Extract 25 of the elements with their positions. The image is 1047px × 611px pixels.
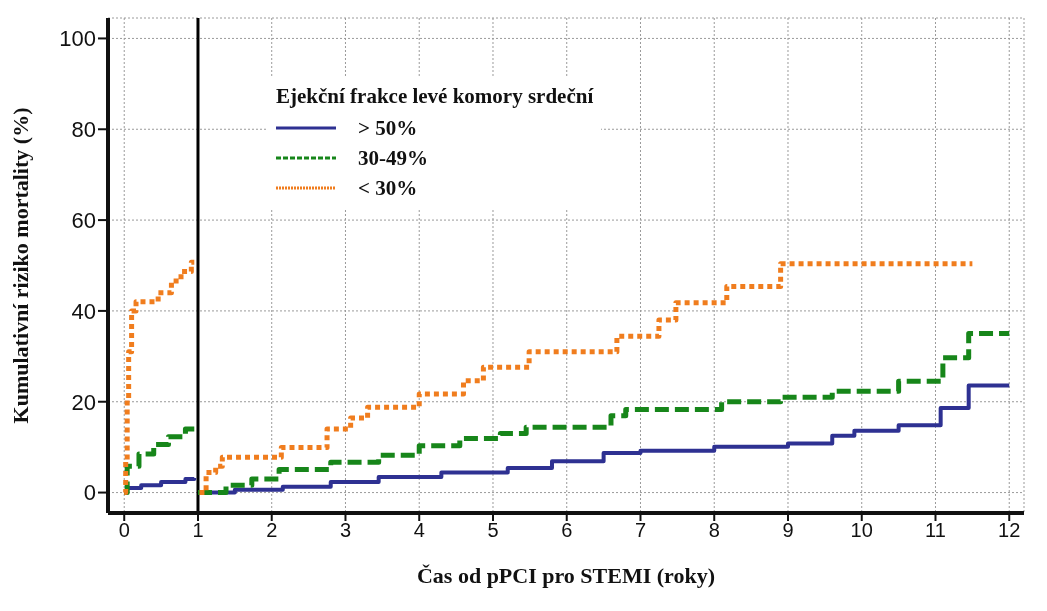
y-tick-label: 40: [71, 298, 96, 324]
x-tick-label: 5: [487, 519, 499, 542]
y-tick-label: 0: [83, 480, 96, 506]
x-tick-label: 9: [782, 519, 794, 542]
x-tick-label: 10: [850, 519, 873, 542]
x-tick-label: 3: [339, 519, 352, 542]
legend-label: < 30%: [358, 175, 418, 201]
x-tick-label: 1: [192, 519, 204, 542]
x-tick-label: 12: [998, 519, 1021, 542]
y-axis-title: Kumulativní riziko mortality (%): [7, 107, 33, 424]
x-axis-title: Čas od pPCI pro STEMI (roky): [416, 563, 716, 588]
x-tick-label: 7: [634, 519, 647, 542]
y-tick-label: 60: [71, 207, 96, 233]
legend-title: Ejekční frakce levé komory srdeční: [276, 84, 594, 109]
x-tick-label: 8: [708, 519, 720, 542]
x-tick-label: 11: [925, 519, 946, 542]
legend-label: > 50%: [358, 115, 418, 141]
x-tick-label: 0: [118, 519, 130, 542]
y-tick-label: 80: [71, 117, 96, 143]
legend-label: 30-49%: [358, 145, 428, 171]
x-tick-label: 2: [266, 519, 278, 542]
y-tick-label: 100: [59, 26, 96, 52]
x-tick-label: 4: [413, 519, 425, 542]
y-tick-label: 20: [71, 389, 96, 415]
x-tick-label: 6: [561, 519, 573, 542]
